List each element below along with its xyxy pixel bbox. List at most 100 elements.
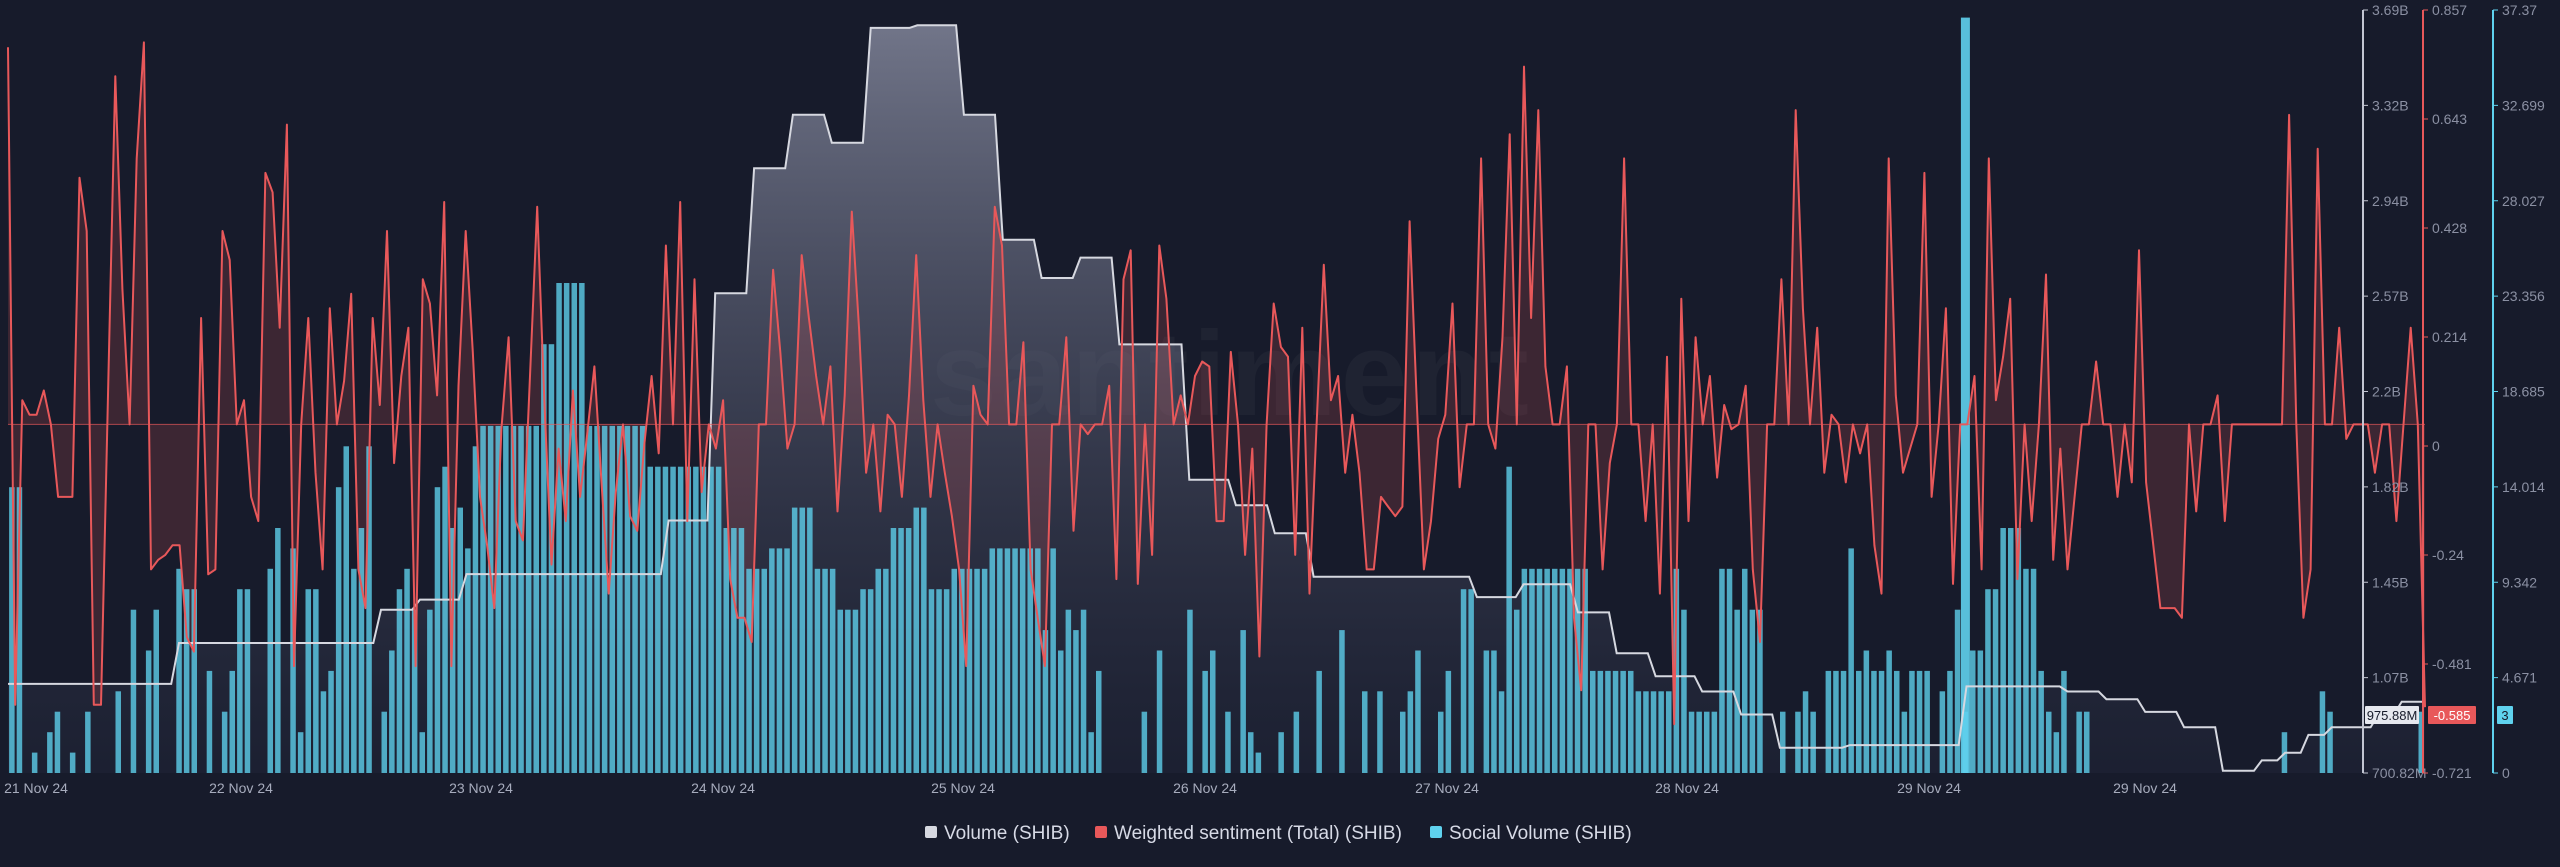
social-volume-bar (1719, 568, 1725, 773)
social-volume-bar (480, 425, 486, 773)
volume-tick-label: 1.82B (2372, 479, 2409, 495)
social-volume-bar (1863, 650, 1870, 773)
social-volume-bar (1605, 670, 1611, 773)
sentiment-tick-label: 0.857 (2432, 2, 2467, 18)
sentiment-tick-label: 0.428 (2432, 220, 2467, 236)
volume-tick-label: 2.94B (2372, 193, 2409, 209)
social-volume-bar (867, 589, 874, 773)
social-volume-bar (328, 670, 334, 773)
social-volume-bar (1529, 568, 1535, 773)
social-volume-bar (617, 425, 623, 773)
sentiment-tick-label: 0 (2432, 438, 2440, 454)
social-volume-bar (457, 507, 463, 773)
social-volume-bar (229, 670, 235, 773)
social-volume-bar (419, 732, 425, 773)
x-axis: 21 Nov 24 22 Nov 24 23 Nov 24 24 Nov 24 25 N… (4, 780, 2177, 796)
social-volume-bar (624, 425, 631, 773)
social-volume-bar (1498, 691, 1505, 773)
social-volume-bar (1856, 670, 1862, 773)
social-volume-bar (31, 752, 38, 773)
social-volume-bar (761, 568, 767, 773)
social-volume-bar (1096, 670, 1102, 773)
social-volume-bar (1985, 589, 1991, 773)
x-tick-label: 26 Nov 24 (1173, 780, 1237, 796)
social-volume-bar (1491, 650, 1497, 773)
social-volume-bar (389, 650, 395, 773)
social-volume-bar (2000, 528, 2006, 773)
social-volume-bar (1536, 568, 1543, 773)
social-volume-bar (822, 568, 828, 773)
social-volume-bar (791, 507, 798, 773)
social-tick-label: 32.699 (2502, 97, 2545, 113)
social-volume-bar (533, 425, 539, 773)
social-volume-bar (1696, 711, 1702, 773)
social-volume-bar (1901, 711, 1908, 773)
social-volume-bar (1597, 670, 1604, 773)
social-volume-bar (1058, 650, 1064, 773)
social-volume-bar (2084, 711, 2090, 773)
volume-tick-label: 1.07B (2372, 670, 2409, 686)
social-volume-bar (1141, 711, 1148, 773)
social-volume-bar (693, 466, 699, 773)
social-volume-bar (1506, 466, 1512, 773)
legend: Volume (SHIB) Weighted sentiment (Total) … (925, 823, 1632, 844)
x-tick-label: 23 Nov 24 (449, 780, 513, 796)
social-volume-bar (989, 548, 995, 773)
social-volume-bar (85, 711, 91, 773)
social-volume-bar (1833, 670, 1839, 773)
social-volume-bar (1377, 691, 1383, 773)
social-volume-bar (579, 283, 585, 773)
social-volume-bar (936, 589, 942, 773)
social-volume-bar (1726, 568, 1733, 773)
sentiment-tick-label: -0.24 (2432, 547, 2464, 563)
social-volume-bar (1795, 711, 1801, 773)
social-volume-bar (1552, 568, 1558, 773)
sentiment-value-badge-text: -0.585 (2434, 708, 2471, 723)
social-volume-bar (1650, 691, 1657, 773)
social-volume-bar (974, 568, 980, 773)
social-volume-bar (320, 691, 327, 773)
social-volume-bar (1339, 630, 1345, 773)
social-volume-bar (1954, 609, 1961, 773)
volume-tick-label: 3.69B (2372, 2, 2409, 18)
social-volume-bar (1019, 548, 1026, 773)
social-volume-bar (525, 425, 532, 773)
social-volume-bar (981, 568, 988, 773)
social-volume-bar (1673, 568, 1680, 773)
social-volume-bar (1947, 670, 1953, 773)
social-tick-label: 18.685 (2502, 384, 2545, 400)
social-volume-bar (541, 344, 547, 773)
social-volume-bar (807, 507, 813, 773)
social-tick-label: 9.342 (2502, 574, 2537, 590)
social-volume-bar (1970, 650, 1976, 773)
social-volume-bar (153, 609, 159, 773)
social-volume-bar (2030, 568, 2037, 773)
x-tick-label: 24 Nov 24 (691, 780, 755, 796)
social-volume-bar (639, 425, 646, 773)
social-volume-bar (343, 446, 349, 773)
social-volume-bar (875, 568, 881, 773)
social-volume-bar (267, 568, 273, 773)
social-volume-bar (1415, 650, 1421, 773)
social-volume-bar (434, 487, 441, 773)
social-volume-bar (47, 732, 53, 773)
social-value-badge-text: 3 (2501, 708, 2508, 723)
social-volume-bar (1909, 670, 1915, 773)
social-volume-bar (1065, 609, 1072, 773)
social-volume-bar (943, 589, 950, 773)
x-tick-label: 28 Nov 24 (1655, 780, 1719, 796)
sentiment-value-badge (2428, 706, 2476, 724)
social-volume-bar (1278, 732, 1284, 773)
social-tick-label: 0 (2502, 765, 2510, 781)
sentiment-tick-label: -0.721 (2432, 765, 2472, 781)
social-volume-bar (715, 466, 722, 773)
social-volume-bar (1757, 609, 1763, 773)
social-volume-bar (1666, 691, 1672, 773)
social-volume-bar (2061, 670, 2067, 773)
social-volume-bar (837, 609, 843, 773)
social-volume-bar (2327, 711, 2333, 773)
social-volume-bar (1035, 548, 1041, 773)
social-volume-bar (1187, 609, 1193, 773)
